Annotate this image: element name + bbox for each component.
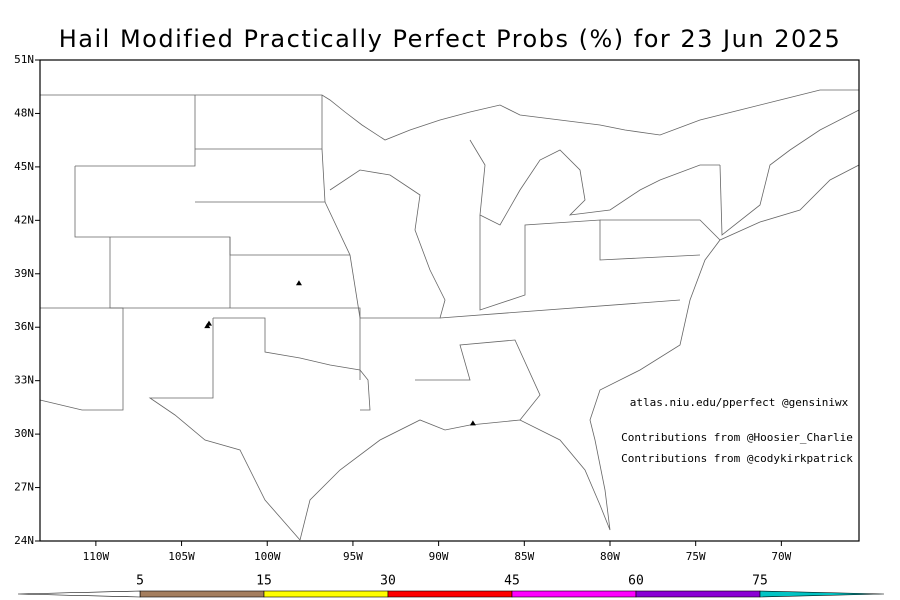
y-tick-label: 27N (14, 481, 34, 494)
y-tick-label: 51N (14, 53, 34, 66)
colorbar-segment (139, 590, 265, 598)
x-tick-label: 70W (771, 550, 791, 563)
y-tick-label: 48N (14, 106, 34, 119)
hail-report (205, 320, 212, 326)
x-tick-label: 85W (514, 550, 534, 563)
y-tick-label: 36N (14, 320, 34, 333)
x-tick-label: 80W (600, 550, 620, 563)
colorbar-label: 60 (628, 574, 644, 589)
x-tick-label: 110W (83, 550, 110, 563)
colorbar-label: 45 (504, 574, 520, 589)
y-tick-label: 39N (14, 267, 34, 280)
colorbar-segment (511, 590, 637, 598)
x-tick-label: 75W (686, 550, 706, 563)
x-tick-label: 90W (429, 550, 449, 563)
title: Hail Modified Practically Perfect Probs … (59, 25, 842, 53)
colorbar-segment (387, 590, 513, 598)
hail-report (295, 280, 302, 286)
annotation: atlas.niu.edu/pperfect @gensiniwx (630, 396, 849, 409)
colorbar-label: 30 (380, 574, 396, 589)
colorbar-label: 5 (136, 574, 144, 589)
x-tick-label: 100W (254, 550, 281, 563)
boundaries (39, 89, 860, 541)
y-tick-label: 33N (14, 374, 34, 387)
hail-report (469, 420, 476, 426)
x-tick-label: 105W (168, 550, 195, 563)
y-tick-label: 45N (14, 160, 34, 173)
colorbar-segment (635, 590, 761, 598)
annotation: Contributions from @Hoosier_Charlie (621, 431, 853, 444)
colorbar-label: 15 (256, 574, 272, 589)
y-tick-label: 30N (14, 427, 34, 440)
colorbar-segment (263, 590, 389, 598)
y-tick-label: 42N (14, 213, 34, 226)
y-tick-label: 24N (14, 534, 34, 547)
colorbar-min (17, 590, 141, 598)
colorbar-max (759, 590, 885, 598)
colorbar-label: 75 (752, 574, 768, 589)
map-frame (39, 59, 860, 542)
x-tick-label: 95W (343, 550, 363, 563)
annotation: Contributions from @codykirkpatrick (621, 452, 853, 465)
